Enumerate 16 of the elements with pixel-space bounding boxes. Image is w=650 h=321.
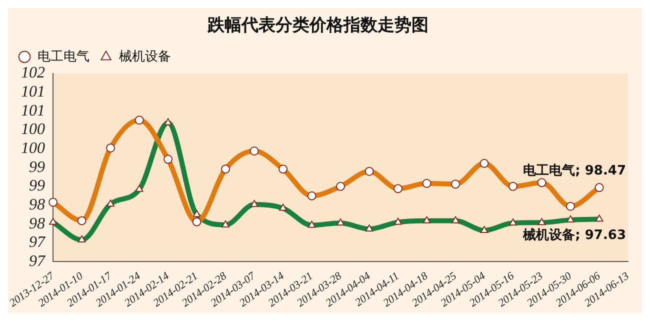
y-tick-label: 99 (29, 158, 46, 176)
annotation: 械机设备; 97.63 (522, 228, 626, 244)
y-tick-label: 98 (29, 215, 46, 232)
y-tick-label: 97 (29, 252, 46, 270)
y-tick-label: 101 (21, 102, 46, 120)
y-tick-label: 99 (29, 178, 46, 195)
annotation: 电工电气; 98.47 (523, 163, 626, 178)
legend-label: 电工电气 (38, 49, 90, 64)
y-tick-label: 101 (21, 83, 46, 100)
legend-label: 械机设备 (119, 49, 171, 64)
y-tick-label: 98 (29, 196, 46, 214)
y-tick-label: 97 (29, 234, 46, 252)
y-tick-label: 100 (21, 140, 46, 157)
chart-title: 跌幅代表分类价格指数走势图 (206, 16, 428, 36)
y-tick-label: 100 (21, 121, 46, 138)
y-tick-label: 102 (21, 64, 46, 82)
